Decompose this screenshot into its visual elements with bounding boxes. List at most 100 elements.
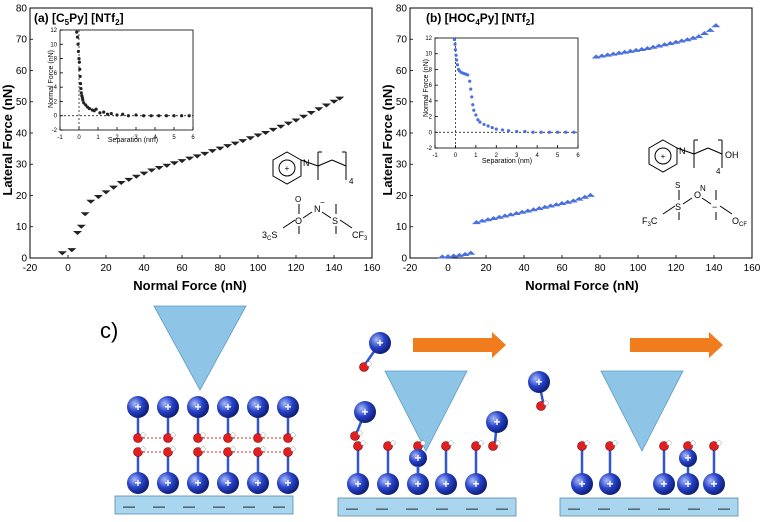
hydrogen-atom (260, 432, 266, 438)
chart-a-cation-structure (272, 151, 347, 185)
cation-plus-sign: + (224, 400, 231, 414)
chart-b-cation-structure (648, 139, 723, 173)
chart-a-inset-point (126, 114, 130, 118)
chart-a-inset-point (78, 74, 82, 79)
chart-b-point (529, 207, 538, 212)
chart-a-point (276, 124, 286, 129)
chart-b-point (483, 217, 493, 222)
substrate (114, 495, 294, 515)
cation-sphere (486, 411, 508, 433)
chart-a-xtick-label: 20 (100, 263, 112, 274)
chart-b-anion-o: S (675, 181, 680, 190)
chart-a-inset-point (180, 114, 184, 118)
chart-a-point (147, 168, 157, 173)
chart-a-point (299, 114, 309, 119)
chart-b-point (472, 220, 481, 225)
cation-sphere (354, 401, 376, 423)
chart-a-point (200, 151, 210, 156)
cation-sphere (157, 472, 179, 494)
cation-sphere (677, 473, 699, 495)
hydrogen-atom (200, 432, 206, 438)
chart-b-title: (b) [HOC4Py] [NTf2] (426, 11, 534, 27)
chart-a-point (321, 103, 331, 108)
chart-b-xtick-label: 140 (706, 263, 723, 274)
substrate-negative-charge: — (658, 501, 670, 515)
chart-b-xtick-label: 0 (445, 263, 451, 274)
chart-b-point (523, 208, 533, 213)
chart-b-point (477, 218, 487, 223)
chart-a-point (268, 127, 278, 132)
chart-b-xtick-label: 40 (518, 263, 530, 274)
oxygen-atom (253, 447, 263, 457)
chart-b-point (586, 192, 595, 197)
chart-b-point (551, 202, 561, 207)
oxygen-atom (193, 447, 203, 457)
chart-b-inset-point (472, 108, 476, 112)
chart-b-inset-point (469, 87, 473, 91)
oxygen-atom (353, 441, 363, 451)
chart-b-inset-point (455, 58, 459, 62)
oxygen-atom (383, 441, 393, 451)
chart-b-inset-xtick-label: 2 (495, 153, 499, 159)
substrate-negative-charge: — (406, 501, 418, 515)
chart-a-point (67, 248, 77, 253)
chart-a-point (261, 130, 271, 136)
chart-b: -20 0 20 40 60 80 100 120 140 1600102030405060708… (380, 3, 761, 293)
hydrogen-atom (716, 440, 722, 446)
chart-b-inset-ylabel: Normal Force (nN) (423, 59, 430, 117)
chart-b-inset-point (486, 124, 490, 128)
chart-b-inset-point (454, 53, 458, 57)
cation-sphere (465, 473, 487, 495)
chart-b-anion-s2: − (712, 202, 717, 212)
chart-a-inset-point (164, 114, 168, 118)
chart-b-xtick-label: 100 (630, 263, 647, 274)
chart-a-inset-point (187, 114, 191, 118)
panel-c-label: c) (100, 318, 118, 343)
substrate-negative-charge: — (436, 501, 448, 515)
hydrogen-atom (366, 361, 372, 367)
chart-a-inset-ytick-label: 0 (54, 114, 58, 120)
chart-a-inset-point (75, 35, 80, 39)
chart-b-inset-point (490, 125, 494, 130)
chart-b-inset-ytick-label: -2 (427, 146, 433, 152)
chart-b-inset-ytick-label: 2 (429, 115, 433, 121)
chart-b-ytick-label: 60 (396, 66, 408, 77)
chart-b-xtick-label: 120 (668, 263, 685, 274)
chart-b-points (437, 23, 721, 259)
chart-a-point (131, 174, 141, 179)
chart-b-xtick-label: 20 (480, 263, 492, 274)
chart-a-anion-structure (282, 204, 353, 234)
chart-a-inset-point (94, 107, 98, 111)
chart-a-inset-points (75, 30, 191, 118)
chart-a-point (57, 251, 67, 256)
chart-a-anion-f3c: 3CS (262, 230, 277, 242)
chart-a-point (215, 146, 225, 151)
substrate-negative-charge: — (688, 501, 700, 515)
chart-b-inset-point (531, 130, 535, 134)
chart-b-point (494, 214, 504, 219)
cation-plus-sign: + (493, 415, 500, 429)
chart-a-point (101, 190, 111, 195)
chart-a-ytick-label: 50 (16, 97, 28, 108)
chart-b-inset-point (500, 128, 505, 132)
chart-a-point (86, 199, 96, 204)
chart-a-inset-xtick-label: 6 (191, 135, 195, 141)
oxygen-atom (359, 362, 369, 372)
chart-a-point (80, 212, 90, 217)
chart-b-point (665, 40, 675, 46)
cation-plus-sign: + (254, 400, 261, 414)
cation-plus-sign: + (606, 477, 613, 491)
oxygen-atom (253, 433, 263, 443)
substrate-negative-charge: — (213, 499, 225, 513)
chart-b-inset-point (453, 48, 458, 52)
chart-a-inset-frame (59, 29, 194, 131)
chart-b-ytick-label: 20 (396, 191, 408, 202)
oxygen-atom (488, 441, 498, 451)
cation-plus-sign: + (684, 451, 691, 465)
chart-a-inset-ytick-label: 6 (54, 71, 58, 77)
chart-b-ytick-label: 0 (401, 253, 407, 264)
chart-a-inset-point (102, 110, 106, 114)
chart-a-xtick-label: 80 (214, 263, 226, 274)
cation-sphere (369, 332, 391, 354)
